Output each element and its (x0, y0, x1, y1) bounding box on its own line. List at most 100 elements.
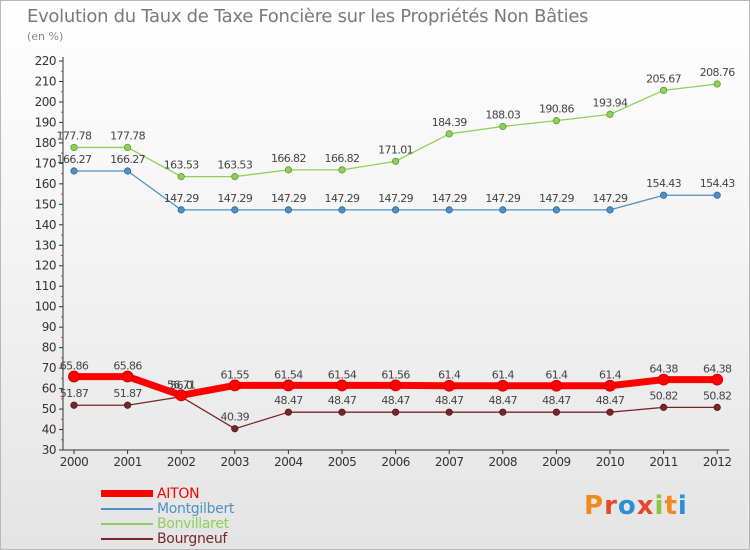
data-point (552, 408, 561, 416)
x-tick-label: 2012 (703, 455, 732, 469)
data-label: 61.4 (438, 369, 461, 382)
data-label: 208.76 (700, 66, 735, 79)
legend-label-aiton: AITON (157, 485, 200, 502)
x-tick-label: 2008 (489, 455, 518, 469)
y-tick-label: 40 (42, 423, 56, 437)
data-label: 48.47 (328, 394, 357, 407)
data-point (338, 166, 346, 174)
y-tick-label: 80 (42, 341, 56, 355)
data-label: 147.29 (217, 192, 252, 205)
data-label: 166.82 (271, 152, 306, 165)
data-label: 147.29 (593, 192, 628, 205)
data-label: 48.47 (596, 394, 625, 407)
data-label: 61.4 (492, 369, 515, 382)
data-label: 184.39 (432, 116, 467, 129)
legend-item-aiton: AITON (101, 486, 234, 501)
data-point (124, 401, 132, 409)
chart-subtitle: (en %) (27, 30, 64, 43)
data-label: 56.71 (167, 378, 196, 391)
legend-label-bonvillaret: Bonvillaret (157, 515, 229, 532)
y-tick-label: 200 (35, 95, 56, 109)
x-tick-label: 2005 (328, 455, 357, 469)
data-point (499, 408, 507, 416)
y-tick-label: 190 (35, 115, 56, 129)
data-label: 147.29 (325, 192, 360, 205)
data-label: 154.43 (646, 177, 681, 190)
y-tick-label: 120 (35, 259, 56, 273)
data-point (713, 403, 721, 411)
logo-letter: r (604, 491, 618, 521)
data-label: 193.94 (593, 96, 628, 109)
data-point (70, 167, 78, 175)
data-label: 50.82 (703, 389, 732, 402)
data-point (231, 173, 239, 181)
y-tick-label: 220 (35, 54, 56, 68)
data-label: 51.87 (113, 387, 142, 400)
data-label: 64.38 (703, 363, 732, 376)
data-point (338, 408, 346, 416)
logo-letter: t (664, 491, 678, 521)
data-point (659, 191, 668, 199)
data-point (68, 370, 80, 383)
data-point (124, 167, 132, 175)
data-label: 154.43 (700, 177, 735, 190)
data-label: 61.54 (328, 368, 357, 381)
data-point (391, 206, 400, 214)
data-label: 166.82 (325, 152, 360, 165)
y-tick-label: 140 (35, 218, 56, 232)
x-tick-label: 2011 (649, 455, 678, 469)
data-label: 205.67 (646, 72, 681, 85)
data-point (70, 401, 78, 409)
data-point (284, 166, 292, 174)
data-label: 147.29 (432, 192, 467, 205)
legend-item-bonvillaret: Bonvillaret (101, 516, 234, 531)
logo-letter: i (677, 491, 688, 521)
y-tick-label: 170 (35, 156, 56, 170)
x-tick-label: 2004 (274, 455, 303, 469)
x-tick-label: 2007 (435, 455, 464, 469)
data-label: 147.29 (164, 192, 199, 205)
data-label: 166.27 (57, 153, 92, 166)
y-tick-label: 130 (35, 238, 56, 252)
logo-letter: o (617, 491, 637, 521)
data-point (713, 191, 721, 199)
y-tick-label: 160 (35, 177, 56, 191)
data-point (231, 425, 239, 433)
data-point (606, 110, 614, 118)
data-label: 65.86 (60, 360, 89, 373)
data-point (389, 379, 402, 392)
data-point (445, 206, 453, 214)
data-label: 51.87 (60, 387, 89, 400)
data-label: 56.0 (170, 379, 193, 392)
data-label: 177.78 (110, 129, 145, 142)
x-tick-label: 2009 (542, 455, 571, 469)
data-label: 64.38 (649, 363, 678, 376)
data-label: 188.03 (485, 108, 520, 121)
data-point (391, 157, 400, 165)
data-point (177, 173, 185, 181)
data-label: 61.55 (221, 368, 250, 381)
data-label: 171.01 (378, 143, 413, 156)
y-tick-label: 90 (42, 320, 56, 334)
data-point (713, 80, 721, 88)
chart-title: Evolution du Taux de Taxe Foncière sur l… (27, 6, 589, 27)
data-label: 48.47 (435, 394, 464, 407)
legend-swatch-bonvillaret (101, 522, 153, 525)
y-tick-label: 210 (35, 74, 56, 88)
y-tick-label: 150 (35, 197, 56, 211)
legend: AITON Montgilbert Bonvillaret Bourgneuf (101, 486, 234, 546)
data-point (445, 130, 453, 138)
data-label: 48.47 (542, 394, 571, 407)
legend-label-bourgneuf: Bourgneuf (157, 530, 228, 547)
data-point (177, 206, 185, 214)
y-tick-label: 50 (42, 402, 56, 416)
y-tick-label: 60 (42, 382, 56, 396)
data-point (445, 408, 453, 416)
y-tick-label: 110 (35, 279, 56, 293)
data-point (606, 408, 614, 416)
legend-label-montgilbert: Montgilbert (157, 500, 235, 517)
data-label: 61.54 (274, 368, 303, 381)
data-point (550, 379, 563, 392)
data-label: 147.29 (271, 192, 306, 205)
